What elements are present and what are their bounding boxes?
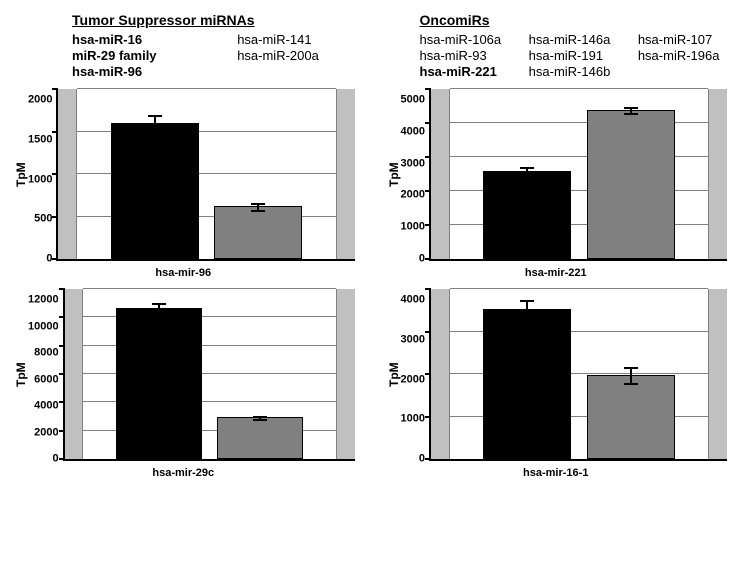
x-axis-label: hsa-mir-221: [385, 267, 728, 279]
bar-1: [217, 417, 303, 459]
tumor-suppressor-list: hsa-miR-16miR-29 familyhsa-miR-96 hsa-miR…: [72, 32, 380, 79]
oncomirs-block: OncomiRs hsa-miR-106ahsa-miR-93hsa-miR-2…: [420, 12, 728, 79]
error-bar: [158, 304, 160, 315]
mirna-label: miR-29 family: [72, 48, 217, 63]
bar-1: [214, 206, 302, 259]
y-axis-label: TpM: [385, 89, 401, 261]
error-bar: [630, 368, 632, 385]
oncomirs-title: OncomiRs: [420, 12, 728, 28]
y-axis-label: TpM: [12, 289, 28, 461]
bar-0: [111, 123, 199, 259]
tumor-suppressor-block: Tumor Suppressor miRNAs hsa-miR-16miR-29…: [72, 12, 380, 79]
error-bar: [526, 301, 528, 319]
mirna-label: hsa-miR-146a: [529, 32, 618, 47]
mirna-label: hsa-miR-93: [420, 48, 509, 63]
bar-0: [483, 171, 571, 259]
mirna-label: hsa-miR-221: [420, 64, 509, 79]
header-section: Tumor Suppressor miRNAs hsa-miR-16miR-29…: [72, 12, 727, 79]
mirna-label: hsa-miR-16: [72, 32, 217, 47]
bar-1: [587, 110, 675, 259]
x-axis-label: hsa-mir-29c: [12, 467, 355, 479]
x-axis-label: hsa-mir-96: [12, 267, 355, 279]
y-axis-ticks: 500040003000200010000: [401, 89, 429, 259]
mirna-label: hsa-miR-146b: [529, 64, 618, 79]
plot-area: [56, 89, 354, 261]
error-bar: [630, 108, 632, 113]
chart-mir96: TpM2000150010005000hsa-mir-96: [12, 89, 355, 279]
mirna-label: hsa-miR-141: [237, 32, 379, 47]
error-bar: [526, 168, 528, 176]
charts-grid: TpM2000150010005000hsa-mir-96TpM50004000…: [12, 89, 727, 479]
bar-0: [116, 308, 202, 459]
mirna-label: hsa-miR-96: [72, 64, 217, 79]
mirna-label: hsa-miR-200a: [237, 48, 379, 63]
y-axis-ticks: 120001000080006000400020000: [28, 289, 63, 459]
tumor-suppressor-title: Tumor Suppressor miRNAs: [72, 12, 380, 28]
plot-area: [429, 289, 727, 461]
error-bar: [259, 417, 261, 420]
plot-area: [429, 89, 727, 261]
y-axis-label: TpM: [385, 289, 401, 461]
chart-mir16: TpM40003000200010000hsa-mir-16-1: [385, 289, 728, 479]
y-axis-label: TpM: [12, 89, 28, 261]
mirna-label: hsa-miR-196a: [638, 48, 727, 63]
chart-mir221: TpM500040003000200010000 hsa-mir-221: [385, 89, 728, 279]
mirna-label: hsa-miR-107: [638, 32, 727, 47]
error-bar: [154, 116, 156, 133]
mirna-label: hsa-miR-191: [529, 48, 618, 63]
bar-1: [587, 375, 675, 459]
error-bar: [257, 204, 259, 211]
x-axis-label: hsa-mir-16-1: [385, 467, 728, 479]
chart-mir29c: TpM120001000080006000400020000 hsa-mir-29…: [12, 289, 355, 479]
mirna-label: hsa-miR-106a: [420, 32, 509, 47]
plot-area: [63, 289, 355, 461]
oncomirs-list: hsa-miR-106ahsa-miR-93hsa-miR-221 hsa-miR…: [420, 32, 728, 79]
bar-0: [483, 309, 571, 459]
